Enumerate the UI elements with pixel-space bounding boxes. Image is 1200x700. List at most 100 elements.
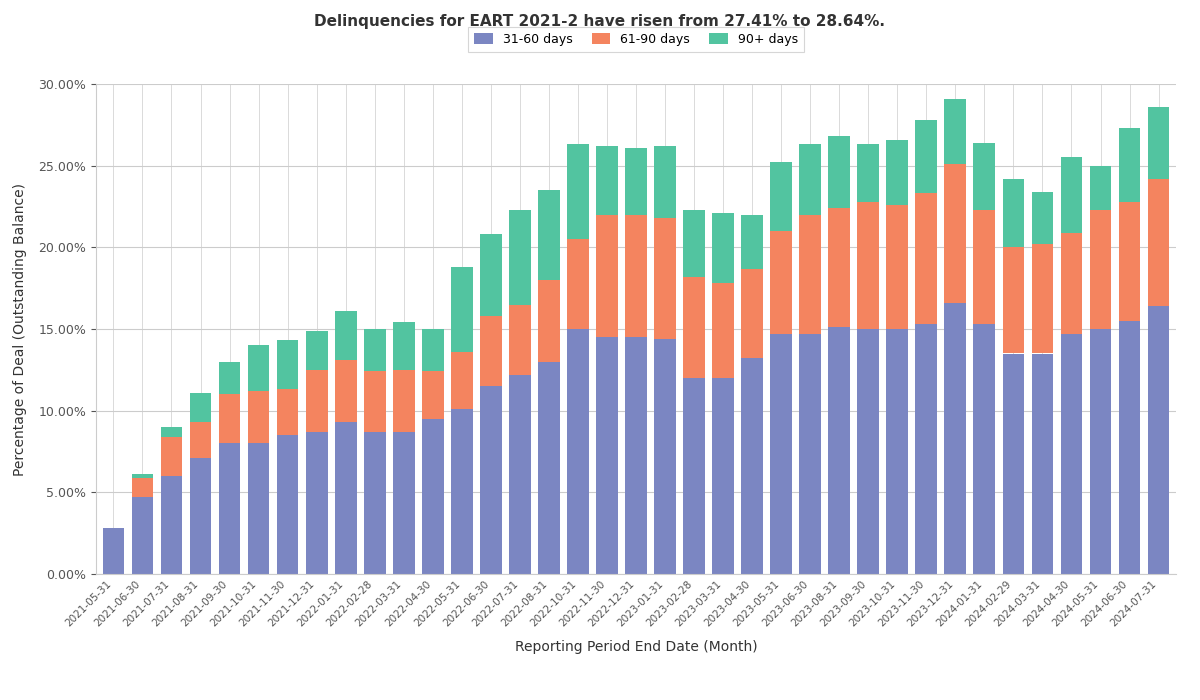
Bar	[944, 303, 966, 574]
Bar	[306, 330, 328, 370]
Bar	[1032, 354, 1054, 574]
Bar	[480, 316, 502, 386]
Bar	[1002, 178, 1025, 247]
Bar	[102, 528, 125, 574]
Bar	[742, 269, 763, 358]
Bar	[770, 162, 792, 231]
Bar	[306, 370, 328, 432]
Bar	[422, 372, 444, 419]
Bar	[247, 391, 270, 443]
Bar	[828, 328, 850, 574]
Bar	[742, 358, 763, 574]
Bar	[857, 202, 880, 329]
Bar	[190, 422, 211, 458]
Bar	[568, 144, 589, 239]
Bar	[1147, 107, 1170, 178]
Bar	[392, 432, 415, 574]
Bar	[392, 323, 415, 370]
Bar	[509, 210, 530, 304]
Bar	[1147, 306, 1170, 574]
Bar	[161, 476, 182, 574]
Bar	[1061, 158, 1082, 232]
Bar	[596, 146, 618, 215]
Bar	[713, 284, 734, 378]
X-axis label: Reporting Period End Date (Month): Reporting Period End Date (Month)	[515, 640, 757, 654]
Bar	[973, 210, 995, 324]
Bar	[190, 458, 211, 574]
Bar	[335, 311, 356, 360]
Bar	[538, 280, 559, 362]
Bar	[1090, 210, 1111, 329]
Bar	[683, 276, 704, 378]
Bar	[683, 378, 704, 574]
Bar	[887, 329, 908, 574]
Text: Delinquencies for EART 2021-2 have risen from 27.41% to 28.64%.: Delinquencies for EART 2021-2 have risen…	[314, 14, 886, 29]
Bar	[161, 437, 182, 476]
Bar	[799, 144, 821, 215]
Bar	[713, 378, 734, 574]
Bar	[509, 374, 530, 574]
Bar	[887, 205, 908, 329]
Bar	[480, 386, 502, 574]
Bar	[190, 393, 211, 422]
Bar	[247, 443, 270, 574]
Bar	[1118, 128, 1140, 202]
Bar	[625, 337, 647, 574]
Bar	[828, 136, 850, 208]
Bar	[683, 210, 704, 276]
Bar	[364, 329, 385, 372]
Bar	[1147, 178, 1170, 306]
Bar	[1002, 354, 1025, 574]
Bar	[451, 352, 473, 409]
Bar	[1061, 334, 1082, 574]
Bar	[654, 146, 676, 218]
Bar	[335, 360, 356, 422]
Bar	[218, 362, 240, 394]
Bar	[625, 148, 647, 215]
Bar	[596, 215, 618, 337]
Bar	[132, 497, 154, 574]
Bar	[654, 339, 676, 574]
Bar	[422, 419, 444, 574]
Bar	[568, 239, 589, 329]
Bar	[538, 362, 559, 574]
Bar	[799, 334, 821, 574]
Bar	[1032, 192, 1054, 244]
Bar	[335, 422, 356, 574]
Bar	[1032, 244, 1054, 354]
Bar	[392, 370, 415, 432]
Bar	[770, 231, 792, 334]
Bar	[1002, 247, 1025, 354]
Bar	[916, 193, 937, 324]
Bar	[828, 208, 850, 328]
Bar	[306, 432, 328, 574]
Bar	[161, 427, 182, 437]
Bar	[654, 218, 676, 339]
Bar	[944, 99, 966, 164]
Bar	[277, 389, 299, 435]
Bar	[742, 215, 763, 269]
Bar	[887, 139, 908, 205]
Bar	[1090, 166, 1111, 210]
Bar	[364, 372, 385, 432]
Bar	[944, 164, 966, 303]
Bar	[277, 340, 299, 389]
Bar	[451, 409, 473, 574]
Bar	[799, 215, 821, 334]
Bar	[625, 215, 647, 337]
Bar	[509, 304, 530, 374]
Bar	[857, 144, 880, 202]
Bar	[596, 337, 618, 574]
Bar	[247, 345, 270, 391]
Bar	[1090, 329, 1111, 574]
Bar	[1118, 321, 1140, 574]
Legend: 31-60 days, 61-90 days, 90+ days: 31-60 days, 61-90 days, 90+ days	[468, 27, 804, 52]
Bar	[713, 213, 734, 284]
Bar	[538, 190, 559, 280]
Bar	[1118, 202, 1140, 321]
Bar	[480, 234, 502, 316]
Bar	[218, 394, 240, 443]
Bar	[132, 477, 154, 497]
Bar	[218, 443, 240, 574]
Bar	[364, 432, 385, 574]
